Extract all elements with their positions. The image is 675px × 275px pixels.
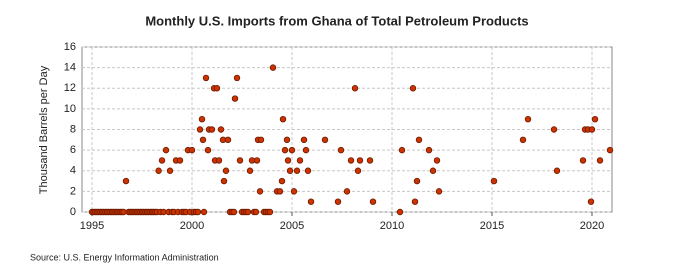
- data-point: [213, 85, 221, 92]
- data-point: [196, 126, 204, 133]
- data-point: [194, 208, 202, 216]
- data-point: [435, 188, 443, 195]
- data-point: [300, 136, 308, 144]
- y-tick-label: 14: [64, 62, 76, 74]
- data-point: [276, 188, 284, 195]
- y-tick-label: 4: [70, 165, 76, 177]
- x-tick-label: 2010: [380, 220, 404, 232]
- data-point: [524, 115, 532, 123]
- y-tick-label: 12: [64, 82, 76, 94]
- data-point: [519, 136, 527, 144]
- data-point: [334, 198, 342, 205]
- data-point: [220, 177, 228, 185]
- data-point: [606, 146, 614, 154]
- data-point: [222, 167, 230, 174]
- data-point: [246, 167, 254, 174]
- data-point: [302, 146, 310, 154]
- data-point: [550, 126, 558, 133]
- data-point: [284, 157, 292, 164]
- data-point: [122, 177, 130, 185]
- data-point: [236, 157, 244, 164]
- data-point: [347, 157, 355, 164]
- data-point: [244, 208, 252, 216]
- data-point: [321, 136, 329, 144]
- data-point: [425, 146, 433, 154]
- y-tick-label: 2: [70, 185, 76, 197]
- data-point: [233, 74, 241, 82]
- data-point: [579, 157, 587, 164]
- data-point: [588, 126, 596, 133]
- data-point: [230, 208, 238, 216]
- data-point: [269, 64, 277, 71]
- data-point: [288, 146, 296, 154]
- data-point: [490, 177, 498, 185]
- data-point: [286, 167, 294, 174]
- data-point: [231, 95, 239, 102]
- data-point: [337, 146, 345, 154]
- chart-title: Monthly U.S. Imports from Ghana of Total…: [145, 13, 528, 28]
- data-point: [398, 146, 406, 154]
- data-point: [354, 167, 362, 174]
- data-point: [587, 198, 595, 205]
- data-point: [155, 167, 162, 174]
- x-tick-label: 2005: [280, 220, 304, 232]
- data-point: [409, 85, 417, 92]
- data-point: [253, 157, 261, 164]
- y-axis-label: Thousand Barrels per Day: [38, 65, 50, 194]
- data-point: [356, 157, 364, 164]
- data-point: [256, 188, 264, 195]
- data-point: [366, 157, 374, 164]
- data-point: [217, 126, 225, 133]
- data-point: [158, 157, 166, 164]
- data-point: [252, 208, 260, 216]
- data-point: [200, 208, 208, 216]
- data-point: [429, 167, 437, 174]
- data-point: [307, 198, 315, 205]
- data-point: [433, 157, 441, 164]
- data-point: [188, 146, 196, 154]
- x-tick-label: 2020: [580, 220, 604, 232]
- data-point: [281, 146, 289, 154]
- data-point: [304, 167, 312, 174]
- data-point: [162, 146, 170, 154]
- data-point: [411, 198, 419, 205]
- data-point: [293, 167, 301, 174]
- y-tick-label: 6: [70, 144, 76, 156]
- data-point: [176, 157, 184, 164]
- y-tick-label: 0: [70, 206, 76, 218]
- data-point: [283, 136, 291, 144]
- data-point: [204, 146, 212, 154]
- data-point: [279, 115, 287, 123]
- source-note: Source: U.S. Energy Information Administ…: [30, 252, 219, 262]
- y-tick-label: 10: [64, 103, 76, 115]
- x-tick-label: 2015: [480, 220, 504, 232]
- data-point: [199, 136, 207, 144]
- data-point: [296, 157, 304, 164]
- data-point: [290, 188, 298, 195]
- data-point: [266, 208, 274, 216]
- data-point: [198, 115, 206, 123]
- y-tick-label: 8: [70, 123, 76, 135]
- data-point: [166, 167, 174, 174]
- data-point: [208, 126, 216, 133]
- data-point: [553, 167, 561, 174]
- data-point: [351, 85, 359, 92]
- data-point: [369, 198, 377, 205]
- data-point: [415, 136, 423, 144]
- data-point: [202, 74, 210, 82]
- x-tick-label: 2000: [180, 220, 204, 232]
- data-point: [224, 136, 232, 144]
- data-point: [343, 188, 351, 195]
- data-point: [596, 157, 604, 164]
- data-point: [591, 115, 599, 123]
- data-point: [396, 208, 404, 216]
- x-tick-label: 1995: [80, 220, 104, 232]
- data-point: [257, 136, 265, 144]
- data-point: [278, 177, 286, 185]
- data-point: [413, 177, 421, 185]
- y-tick-label: 16: [64, 41, 76, 53]
- data-point: [215, 157, 223, 164]
